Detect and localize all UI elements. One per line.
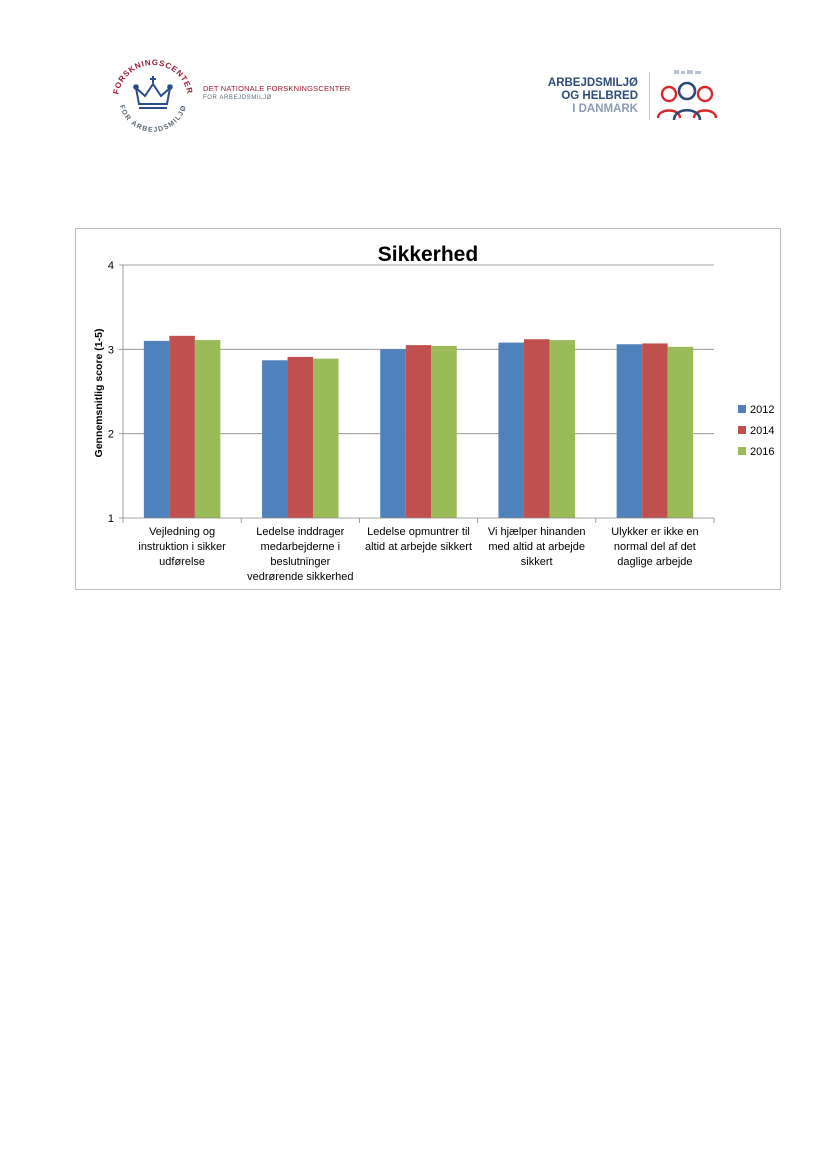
bar-2016 [667, 346, 694, 518]
legend-swatch-2014 [738, 426, 746, 434]
amoh-line2: OG HELBRED [561, 90, 638, 102]
x-tick-label-line: daglige arbejde [617, 556, 692, 568]
bar-chart: Sikkerhed Gennemsnitlig score (1-5) 1 2 3 4… [93, 243, 774, 583]
y-axis-label: Gennemsnitlig score (1-5) [93, 329, 105, 458]
x-tick-label-line: med altid at arbejde [488, 541, 585, 553]
legend-label-2014: 2014 [750, 425, 774, 437]
chart-area: Sikkerhed Gennemsnitlig score (1-5) 1 2 3 4… [75, 228, 781, 590]
x-tick-label-line: Ledelse opmuntrer til [367, 526, 470, 538]
x-tick-label-line: sikkert [521, 556, 553, 568]
x-tick-label: Vejledning og instruktion i sikker udførel… [138, 526, 226, 568]
y-tick-label: 1 [108, 513, 114, 525]
bar-2012 [616, 344, 643, 518]
nfa-name-line2: FOR ARBEJDSMILJØ [203, 95, 272, 101]
amoh-logo: ARBEJDSMILJØ OG HELBRED I DANMARK [542, 68, 722, 122]
bar-2012 [262, 360, 288, 518]
bar-2016 [313, 358, 339, 518]
x-tick-label-line: instruktion i sikker [138, 541, 226, 553]
x-tick-label-line: Ulykker er ikke en [611, 526, 698, 538]
logo-divider [649, 72, 650, 120]
bar-2016 [194, 340, 221, 518]
amoh-line3: I DANMARK [572, 103, 638, 115]
x-tick-label: Ledelse inddrager medarbejderne i beslutni… [247, 526, 353, 583]
x-tick-label: Ledelse opmuntrer til altid at arbejde si… [365, 526, 472, 553]
bar-2014 [287, 356, 314, 518]
x-tick-label-line: altid at arbejde sikkert [365, 541, 472, 553]
legend-label-2012: 2012 [750, 404, 774, 416]
x-tick-label-line: vedrørende sikkerhed [247, 571, 353, 583]
x-tick-label: Vi hjælper hinanden med altid at arbejde s… [488, 526, 586, 568]
nfa-name-line1: DET NATIONALE FORSKNINGSCENTER [203, 84, 351, 93]
bar-2012 [498, 342, 524, 518]
bar-2014 [169, 335, 195, 518]
bar-2016 [431, 345, 457, 518]
x-tick-label-line: Vi hjælper hinanden [488, 526, 586, 538]
bar-2012 [143, 340, 170, 518]
crown-seal-icon: FORSKNINGSCENTER FOR ARBEJDSMILJØ [111, 58, 193, 132]
x-tick-label-line: beslutninger [270, 556, 330, 568]
people-icon [656, 70, 718, 121]
x-tick-label: Ulykker er ikke en normal del af det dagli… [611, 526, 698, 568]
x-tick-label-line: Ledelse inddrager [256, 526, 344, 538]
legend-swatch-2016 [738, 447, 746, 455]
amoh-line1: ARBEJDSMILJØ [547, 77, 638, 89]
bar-2014 [523, 339, 550, 518]
x-tick-label-line: udførelse [159, 556, 205, 568]
bar-2014 [642, 343, 668, 518]
y-tick-label: 4 [108, 260, 114, 272]
x-tick-label-line: medarbejderne i [261, 541, 341, 553]
nfa-logo: FORSKNINGSCENTER FOR ARBEJDSMILJØ DET NA… [108, 56, 368, 132]
chart-title: Sikkerhed [378, 243, 478, 266]
y-tick-label: 2 [108, 429, 114, 441]
bar-2014 [405, 345, 432, 518]
x-tick-label-line: Vejledning og [149, 526, 215, 538]
legend-label-2016: 2016 [750, 446, 774, 458]
crown-icon [133, 76, 173, 109]
bar-2016 [549, 340, 575, 518]
y-tick-label: 3 [108, 344, 114, 356]
legend-swatch-2012 [738, 405, 746, 413]
bar-2012 [380, 349, 406, 518]
x-tick-label-line: normal del af det [614, 541, 696, 553]
